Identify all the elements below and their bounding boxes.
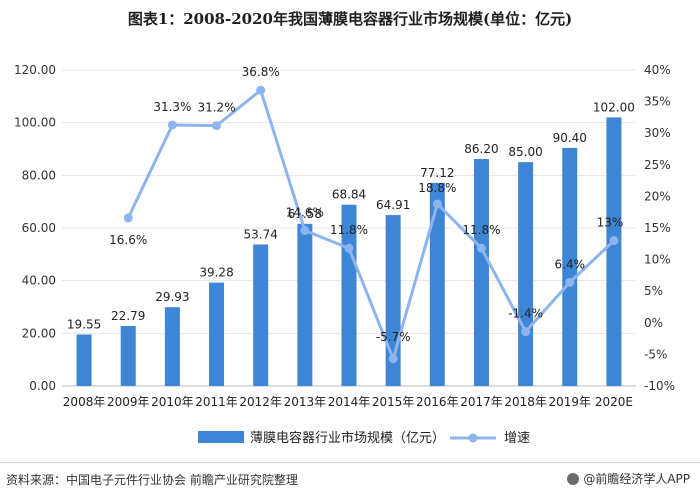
bar: [76, 334, 92, 386]
growth-point: [432, 199, 442, 209]
growth-value-label: 11.8%: [330, 223, 368, 237]
legend-line-label: 增速: [504, 431, 530, 446]
growth-point: [167, 120, 177, 130]
y-right-tick-label: 5%: [644, 284, 663, 298]
bar: [606, 117, 622, 387]
growth-value-label: -1.4%: [508, 307, 543, 321]
bar-value-label: 53.74: [244, 227, 278, 241]
bar-value-label: 39.28: [199, 266, 233, 280]
chart-title: 图表1：2008-2020年我国薄膜电容器行业市场规模(单位：亿元): [127, 10, 573, 28]
bar-value-label: 61.58: [288, 207, 322, 221]
bar: [297, 223, 313, 386]
bar: [518, 162, 534, 386]
y-right-tick-label: 20%: [644, 189, 671, 203]
growth-value-label: 36.8%: [242, 65, 280, 79]
bar-value-label: 85.00: [508, 145, 542, 159]
growth-point: [476, 243, 486, 253]
legend-line-marker: [468, 433, 478, 443]
chart: 0.00 20.00 40.00 60.00 80.00 100.00 120.00 -10%…: [14, 63, 675, 446]
x-tick-label: 2016年: [416, 395, 459, 409]
x-tick-label: 2013年: [284, 395, 327, 409]
bar-value-label: 90.40: [553, 131, 587, 145]
growth-value-label: 6.4%: [555, 257, 586, 271]
growth-point: [300, 226, 310, 236]
legend-bar-swatch: [198, 431, 244, 443]
bar-value-label: 77.12: [420, 166, 454, 180]
x-tick-label: 2011年: [195, 395, 238, 409]
x-tick-label: 2017年: [460, 395, 503, 409]
y-left-tick-label: 60.00: [22, 221, 56, 235]
y-right-tick-label: 30%: [644, 126, 671, 140]
x-tick-label: 2019年: [548, 395, 591, 409]
y-left-tick-label: 80.00: [22, 168, 56, 182]
bar: [253, 244, 269, 386]
x-tick-label: 2014年: [328, 395, 371, 409]
growth-point: [521, 327, 531, 337]
x-tick-label: 2012年: [239, 395, 282, 409]
growth-value-label: 14.6%: [286, 206, 324, 220]
bar-value-label: 22.79: [111, 309, 145, 323]
x-tick-label: 2018年: [504, 395, 547, 409]
growth-value-label: 11.8%: [462, 223, 500, 237]
bar-value-label: 29.93: [155, 290, 189, 304]
growth-value-label: 13%: [597, 216, 624, 230]
y-right-tick-label: 10%: [644, 253, 671, 267]
growth-point: [565, 277, 575, 287]
growth-line: [126, 88, 615, 361]
bar-value-label: 68.84: [332, 188, 366, 202]
y-right-tick-label: 0%: [644, 316, 663, 330]
growth-point: [256, 85, 266, 95]
bar: [429, 182, 445, 386]
growth-value-label: 18.8%: [418, 181, 456, 195]
y-left-tick-label: 40.00: [22, 274, 56, 288]
y-right-tick-label: 15%: [644, 221, 671, 235]
brand-credit: @前瞻经济学人APP: [567, 470, 690, 487]
growth-value-label: 31.3%: [153, 100, 191, 114]
brand-text: @前瞻经济学人APP: [583, 472, 690, 486]
bar: [120, 325, 136, 386]
brand-logo-icon: [567, 472, 580, 485]
growth-value-label: 16.6%: [109, 233, 147, 247]
x-tick-label: 2010年: [151, 395, 194, 409]
legend-bar-label: 薄膜电容器行业市场规模（亿元）: [250, 430, 445, 446]
bar-value-label: 86.20: [464, 142, 498, 156]
growth-point: [344, 243, 354, 253]
bar: [562, 147, 578, 386]
growth-point: [123, 213, 133, 223]
x-tick-label: 2008年: [63, 395, 106, 409]
growth-value-label: 31.2%: [197, 101, 235, 115]
x-tick-label: 2015年: [372, 395, 415, 409]
bar: [473, 159, 489, 386]
y-left-tick-label: 120.00: [14, 63, 56, 77]
growth-point: [388, 354, 398, 364]
y-left-tick-label: 100.00: [14, 116, 56, 130]
growth-point: [609, 236, 619, 246]
footer-divider: [0, 462, 700, 463]
y-left-tick-label: 20.00: [22, 326, 56, 340]
bar-value-label: 19.55: [67, 318, 101, 332]
growth-point: [212, 121, 222, 131]
y-right-tick-label: 35%: [644, 95, 671, 109]
source-note: 资料来源：中国电子元件行业协会 前瞻产业研究院整理: [6, 473, 298, 487]
x-tick-label: 2009年: [107, 395, 150, 409]
y-right-tick-label: -5%: [644, 347, 667, 361]
y-right-tick-label: 25%: [644, 158, 671, 172]
y-right-tick-label: 40%: [644, 63, 671, 77]
bar: [209, 282, 225, 386]
y-left-tick-label: 0.00: [29, 379, 56, 393]
bar-value-label: 64.91: [376, 198, 410, 212]
bar-value-label: 102.00: [593, 100, 635, 114]
x-tick-label: 2020E: [595, 395, 633, 409]
y-right-tick-label: -10%: [644, 379, 675, 393]
bar: [164, 307, 180, 386]
growth-value-label: -5.7%: [376, 330, 411, 344]
